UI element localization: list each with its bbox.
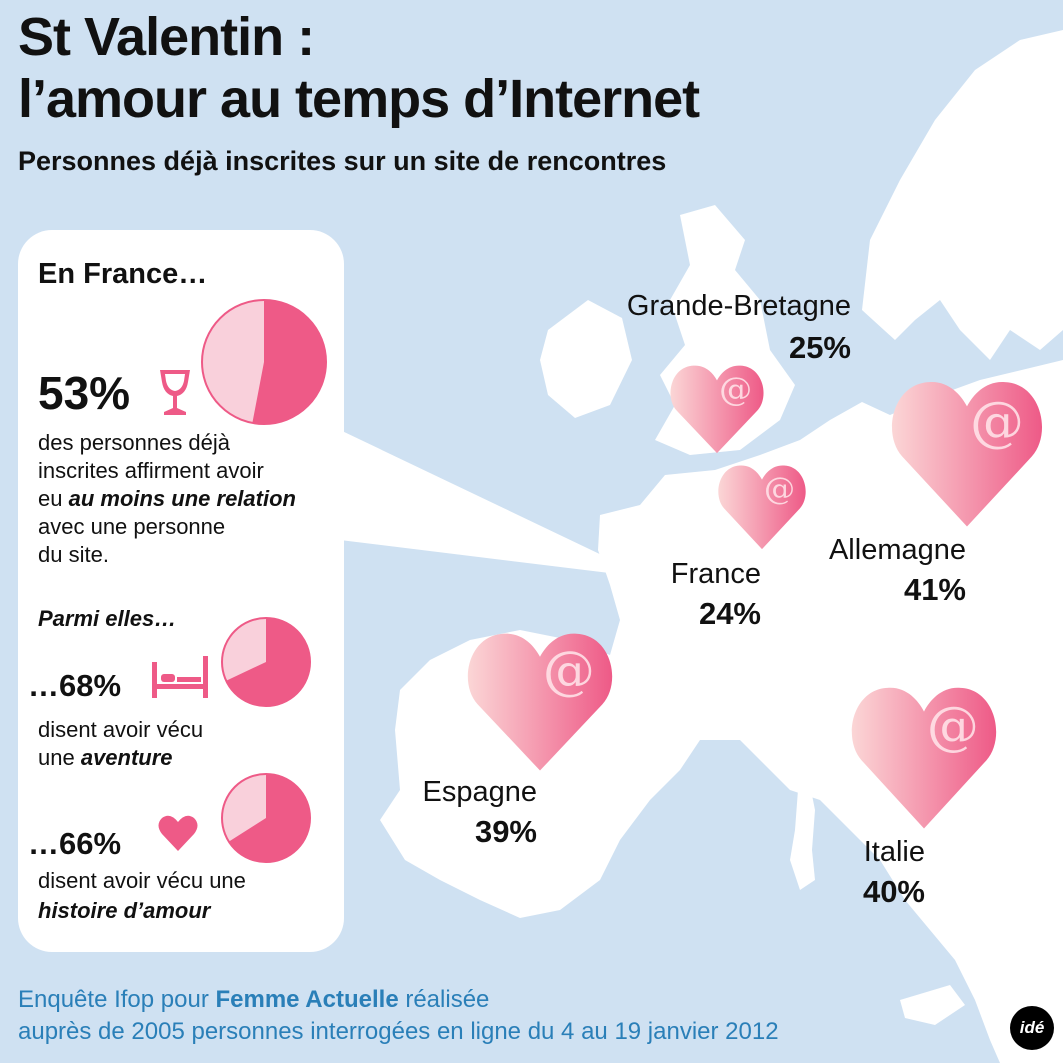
source-line-1-start: Enquête Ifop pour [18, 986, 216, 1013]
heart-allemagne: @ [891, 381, 1043, 527]
main-text-line-5: du site. [38, 542, 109, 567]
page-subtitle: Personnes déjà inscrites sur un site de … [18, 146, 667, 176]
country-pct-italie: 40% [862, 874, 925, 909]
stat-68-emphasis: aventure [80, 745, 173, 770]
country-label-grande-bretagne: Grande-Bretagne [626, 290, 851, 322]
panel-heading: En France… [38, 258, 208, 290]
pie-68-main-slice [226, 618, 310, 706]
heart-espagne-at-sign-icon: @ [543, 641, 595, 701]
main-text-emphasis: au moins une relation [68, 486, 296, 511]
main-text-line-1: des personnes déjà [38, 430, 231, 455]
heart-italie-shape [851, 687, 997, 829]
stat-68-text-line-1: disent avoir vécu [38, 717, 204, 742]
stat-68-text-line-2-start: une [38, 745, 81, 770]
bed-icon [152, 656, 208, 698]
heart-allemagne-shape [891, 381, 1043, 527]
land-corsica-sardinia [790, 785, 815, 890]
country-label-espagne: Espagne [422, 776, 538, 808]
stat-66-description: disent avoir vécu une histoire d’amour [38, 866, 246, 926]
heart-allemagne-at-sign-icon: @ [970, 390, 1024, 453]
country-pct-espagne: 39% [474, 814, 537, 849]
stat-68-text-line-2: une aventure [38, 744, 203, 772]
ide-logo: idé [1010, 1006, 1054, 1050]
heart-icon [158, 815, 198, 851]
title-line-2: l’amour au temps d’Internet [18, 69, 700, 129]
pie-chart-68 [221, 617, 311, 707]
heart-france: @ [718, 465, 806, 550]
land-continent [380, 360, 1063, 1063]
title-line-1: St Valentin : [18, 7, 315, 67]
heart-espagne: @ [467, 633, 613, 771]
stat-66-percentage: …66% [28, 826, 122, 861]
stat-66-emphasis: histoire d’amour [38, 898, 211, 923]
heart-france-at-sign-icon: @ [764, 471, 795, 507]
heart-grande-bretagne-at-sign-icon: @ [719, 370, 752, 409]
main-text-line-3: eu au moins une relation [38, 485, 296, 513]
source-publisher: Femme Actuelle [215, 986, 399, 1013]
country-label-italie: Italie [863, 836, 925, 868]
country-pct-france: 24% [698, 596, 761, 631]
wine-glass-icon [160, 370, 190, 415]
heart-grande-bretagne-shape [670, 365, 764, 454]
country-pct-allemagne: 41% [903, 572, 966, 607]
land-ireland [540, 300, 632, 418]
main-text-line-3-start: eu [38, 486, 69, 511]
page-title: St Valentin : l’amour au temps d’Interne… [18, 6, 700, 130]
pie-chart-53 [201, 299, 327, 425]
source-line-2: auprès de 2005 personnes interrogées en … [18, 1018, 779, 1045]
stat-68-description: disent avoir vécu une aventure [38, 716, 203, 772]
pie-53-main-slice [252, 300, 326, 424]
country-pct-grande-bretagne: 25% [788, 330, 851, 365]
among-label: Parmi elles… [38, 606, 177, 631]
heart-italie: @ [851, 687, 997, 829]
heart-france-shape [718, 465, 806, 550]
land-scandinavia [862, 30, 1063, 360]
land-sicily [900, 985, 965, 1025]
main-description: des personnes déjà inscrites affirment a… [38, 429, 296, 569]
main-text-line-4: avec une personne [38, 514, 226, 539]
heart-italie-at-sign-icon: @ [927, 697, 979, 757]
stat-66-text-line-1: disent avoir vécu une [38, 868, 246, 893]
main-text-line-2: inscrites affirment avoir [38, 458, 264, 483]
pie-66-main-slice [228, 774, 310, 862]
country-label-france: France [670, 558, 761, 590]
source-line-1-end: réalisée [398, 986, 490, 1013]
pie-chart-66 [221, 773, 311, 863]
source-line-1: Enquête Ifop pour Femme Actuelle réalisé… [18, 986, 489, 1014]
heart-grande-bretagne: @ [670, 365, 764, 454]
main-percentage: 53% [38, 367, 131, 419]
stat-68-percentage: …68% [28, 668, 122, 703]
country-label-allemagne: Allemagne [828, 534, 966, 566]
heart-espagne-shape [467, 633, 613, 771]
